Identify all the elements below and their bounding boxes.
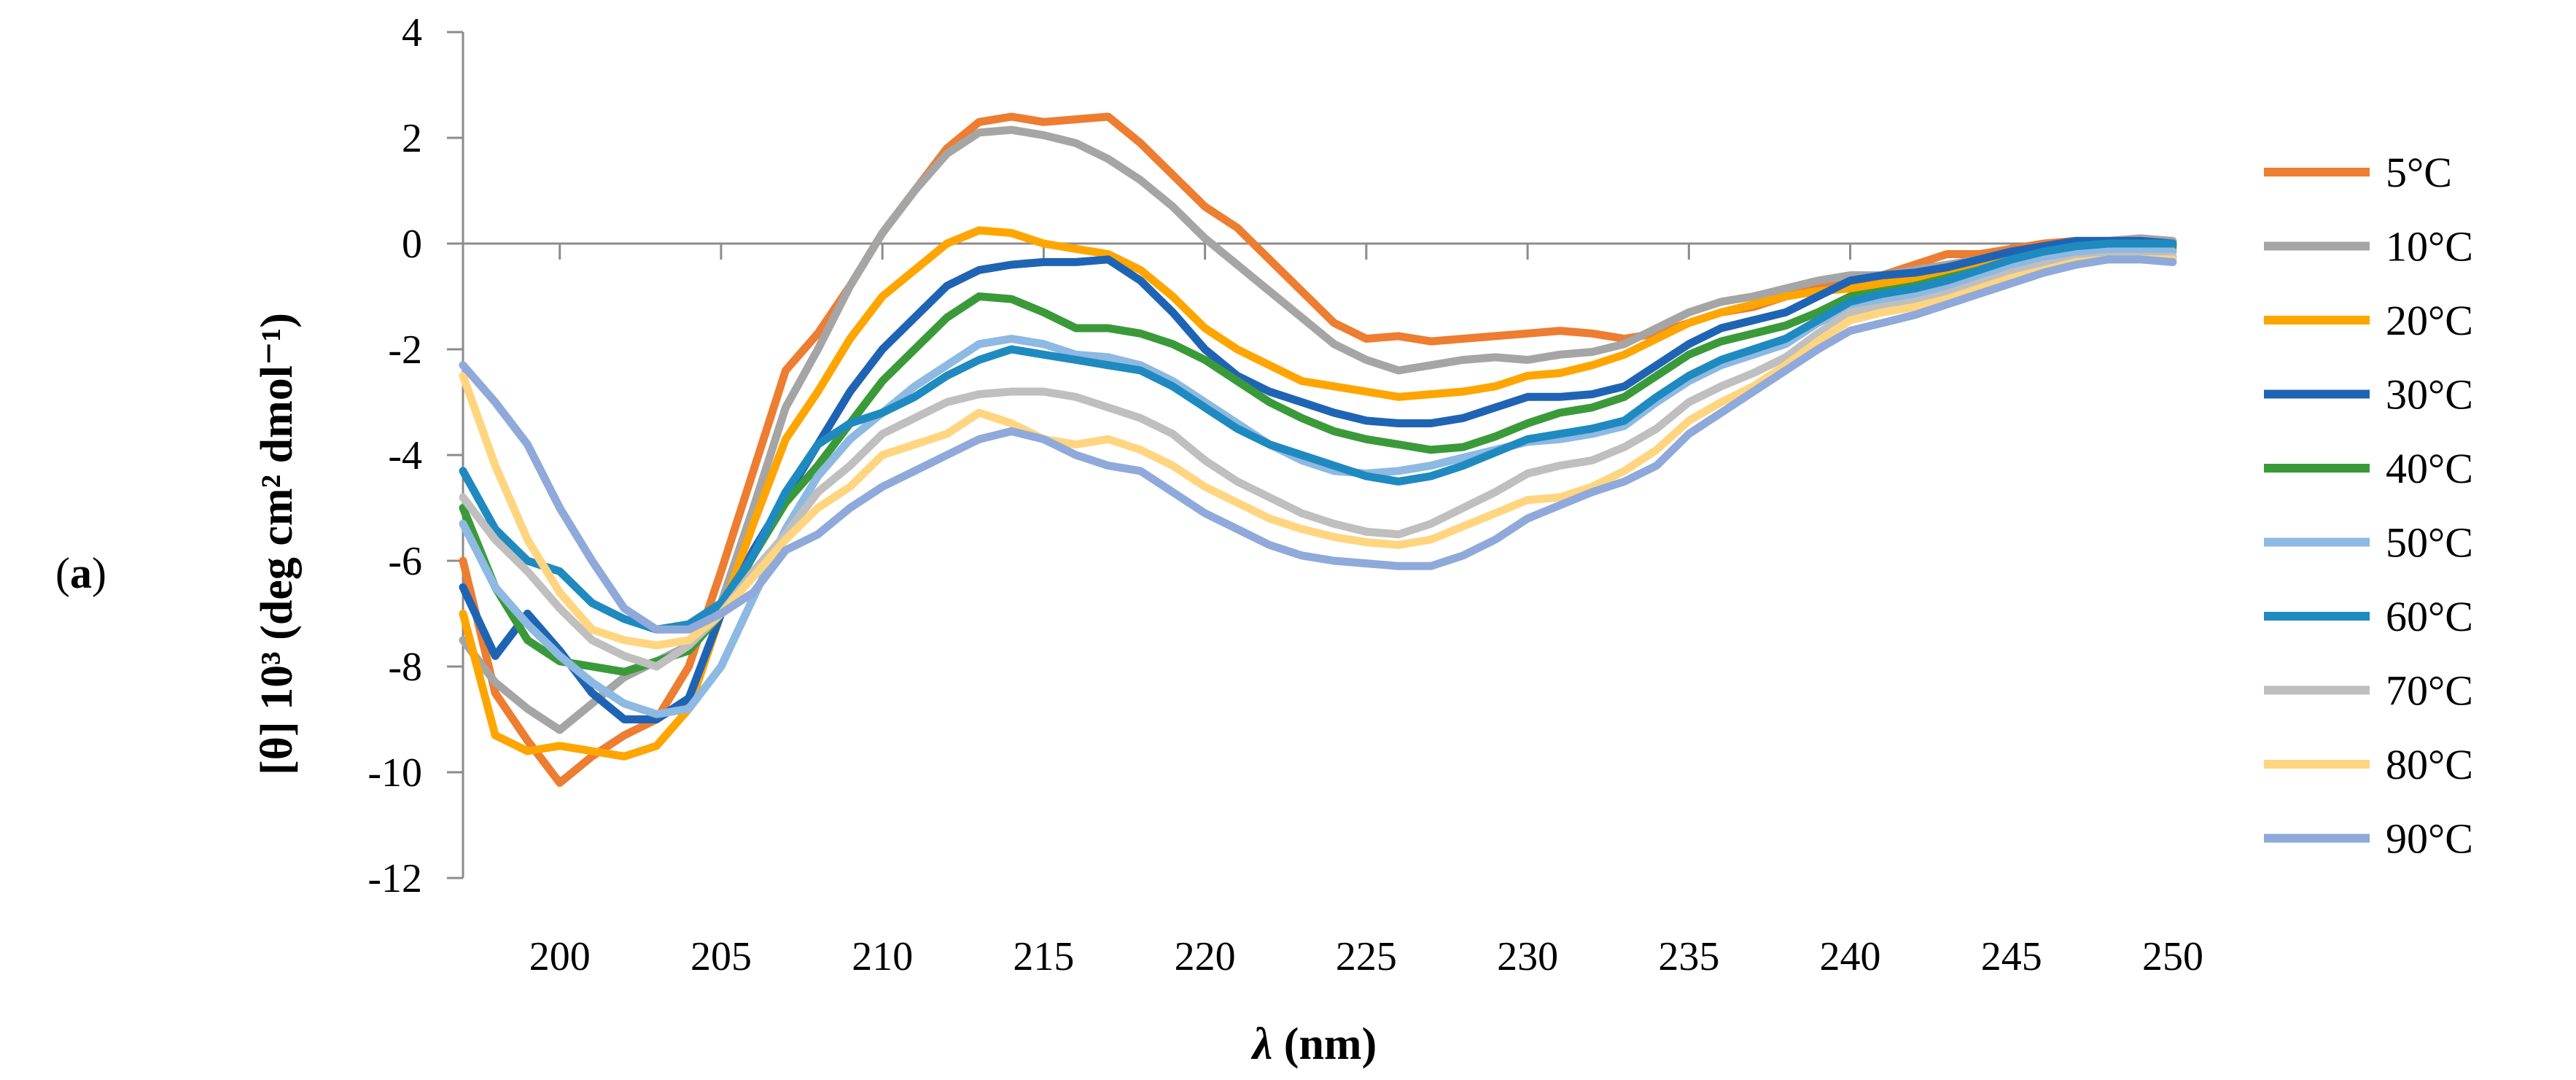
y-tick-label: 4 [402, 10, 422, 55]
x-tick-label: 230 [1497, 934, 1558, 979]
legend-item: 20°C [2264, 297, 2473, 344]
x-tick-label: 225 [1336, 934, 1397, 979]
y-tick-label: -2 [388, 327, 422, 373]
x-tick-label: 235 [1658, 934, 1719, 979]
legend-label: 30°C [2386, 371, 2473, 419]
y-tick-label: -12 [367, 856, 422, 901]
legend-item: 90°C [2264, 815, 2473, 863]
legend-item: 50°C [2264, 519, 2473, 567]
legend-label: 50°C [2386, 519, 2473, 567]
legend-item: 10°C [2264, 223, 2473, 271]
x-tick-label: 250 [2142, 934, 2203, 979]
panel-label-open: ( [55, 549, 70, 597]
series-line-5c [459, 112, 2177, 787]
y-tick-label: -4 [388, 433, 422, 478]
legend-item: 70°C [2264, 667, 2473, 715]
legend-label: 5°C [2386, 149, 2452, 196]
y-tick-label: 2 [402, 116, 422, 161]
legend-label: 70°C [2386, 667, 2473, 715]
series-line-60c [459, 239, 2177, 634]
legend-label: 80°C [2386, 741, 2473, 788]
panel-label: (a) [55, 549, 106, 597]
x-tick-label: 220 [1175, 934, 1236, 979]
legend-label: 90°C [2386, 815, 2473, 863]
panel-label-letter: a [70, 549, 92, 597]
x-tick-label: 215 [1013, 934, 1074, 979]
x-axis-title-symbol: λ [1250, 1019, 1273, 1069]
legend-label: 20°C [2386, 297, 2473, 344]
legend-item: 40°C [2264, 445, 2473, 492]
x-tick-label: 200 [529, 934, 591, 979]
x-tick-label: 245 [1981, 934, 2042, 979]
x-axis-ticks: 200 205 210 215 220 225 230 235 240 245 250 [529, 244, 2203, 979]
legend-item: 60°C [2264, 593, 2473, 640]
legend-label: 60°C [2386, 593, 2473, 640]
y-tick-label: -6 [388, 539, 422, 584]
series-line-80c [459, 255, 2177, 650]
x-tick-label: 210 [852, 934, 913, 979]
panel-label-close: ) [92, 549, 106, 597]
legend-item: 80°C [2264, 741, 2473, 788]
series-line-20c [459, 226, 2177, 761]
legend-item: 30°C [2264, 371, 2473, 419]
y-axis-title: [θ] 10³ (deg cm² dmol⁻¹) [252, 313, 302, 775]
x-tick-label: 240 [1820, 934, 1881, 979]
legend-label: 10°C [2386, 223, 2473, 271]
series-line-90c [459, 255, 2177, 634]
series-line-10c [459, 125, 2177, 734]
x-axis-title-unit: (nm) [1272, 1019, 1377, 1069]
y-tick-label: -8 [388, 645, 422, 690]
x-axis-title: λ (nm) [1250, 1019, 1377, 1069]
x-tick-label: 205 [690, 934, 752, 979]
legend: 5°C 10°C 20°C 30°C 40°C 50°C 60°C 70°C 80°C 90°C [2264, 149, 2473, 863]
svg-text:(a): (a) [55, 549, 106, 597]
series-line-50c [459, 247, 2177, 718]
series-lines [459, 112, 2177, 787]
y-axis-ticks: -12 -10 -8 -6 -4 -2 0 2 4 [367, 10, 463, 901]
y-tick-label: -10 [367, 750, 422, 796]
legend-item: 5°C [2264, 149, 2452, 196]
legend-label: 40°C [2386, 445, 2473, 492]
y-tick-label: 0 [402, 222, 422, 267]
